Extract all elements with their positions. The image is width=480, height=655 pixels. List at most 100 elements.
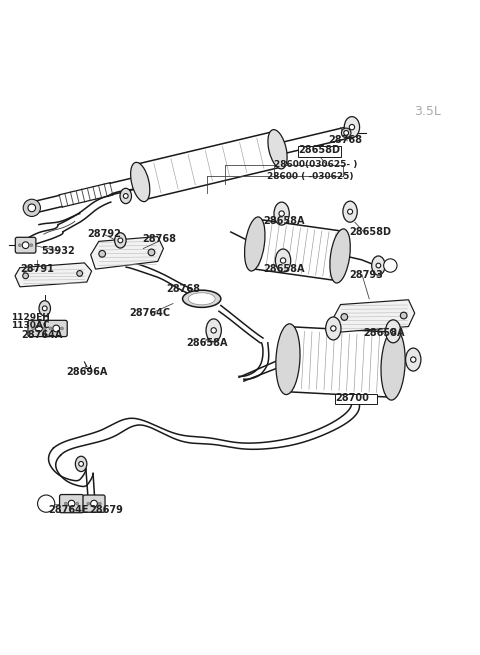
Circle shape (76, 502, 79, 505)
Circle shape (23, 273, 28, 278)
Circle shape (390, 329, 396, 334)
Text: A: A (387, 261, 393, 270)
Ellipse shape (276, 249, 291, 272)
Text: A: A (43, 499, 49, 508)
Ellipse shape (381, 329, 405, 400)
Circle shape (384, 259, 397, 272)
Circle shape (53, 325, 60, 332)
Polygon shape (286, 327, 395, 397)
Text: 28658A: 28658A (186, 338, 228, 348)
Circle shape (118, 238, 123, 243)
Ellipse shape (75, 457, 87, 472)
Text: 3.5L: 3.5L (414, 105, 441, 118)
Text: 53932: 53932 (41, 246, 75, 256)
Circle shape (331, 326, 336, 331)
Ellipse shape (131, 162, 150, 202)
Text: 1129EH: 1129EH (11, 314, 50, 322)
Ellipse shape (274, 202, 289, 225)
Text: 28700: 28700 (335, 394, 369, 403)
Circle shape (64, 502, 67, 505)
Circle shape (87, 502, 90, 505)
Circle shape (79, 462, 84, 466)
Ellipse shape (120, 189, 132, 204)
Circle shape (68, 500, 75, 507)
Circle shape (410, 357, 416, 362)
Text: 28658D: 28658D (299, 145, 340, 155)
Polygon shape (137, 132, 280, 199)
Polygon shape (15, 263, 92, 287)
Circle shape (376, 263, 381, 268)
Polygon shape (252, 219, 344, 280)
FancyBboxPatch shape (15, 237, 36, 253)
Ellipse shape (385, 320, 401, 343)
Circle shape (37, 495, 55, 512)
Circle shape (344, 130, 348, 136)
Circle shape (60, 327, 63, 330)
Circle shape (279, 211, 284, 216)
Ellipse shape (39, 301, 50, 316)
Circle shape (28, 204, 36, 212)
Circle shape (23, 199, 40, 216)
FancyBboxPatch shape (83, 495, 105, 512)
Text: 28791: 28791 (20, 264, 54, 274)
Ellipse shape (245, 217, 265, 271)
Circle shape (42, 306, 47, 310)
Circle shape (349, 124, 355, 130)
Ellipse shape (344, 117, 360, 138)
Circle shape (211, 328, 216, 333)
FancyBboxPatch shape (28, 320, 50, 337)
Text: 28658A: 28658A (263, 264, 304, 274)
Ellipse shape (206, 319, 221, 342)
Circle shape (99, 250, 106, 257)
Ellipse shape (115, 233, 126, 248)
Bar (299, 145, 341, 157)
Circle shape (148, 249, 155, 255)
Bar (335, 394, 377, 404)
Text: 28600 ( -030625): 28600 ( -030625) (267, 172, 353, 181)
Circle shape (280, 258, 286, 263)
Ellipse shape (188, 293, 215, 305)
Circle shape (98, 502, 101, 505)
Circle shape (30, 244, 33, 247)
Text: 28768: 28768 (166, 284, 200, 294)
Ellipse shape (276, 324, 300, 394)
Circle shape (348, 209, 353, 214)
Text: 28679: 28679 (89, 505, 123, 515)
Circle shape (91, 500, 97, 507)
Circle shape (341, 314, 348, 320)
Text: 28658D: 28658D (349, 227, 391, 236)
Circle shape (32, 327, 35, 330)
Circle shape (400, 312, 407, 319)
Text: 28658A: 28658A (263, 216, 304, 226)
Circle shape (49, 327, 52, 330)
Text: 1130AC: 1130AC (11, 320, 50, 329)
Text: 28793: 28793 (349, 270, 383, 280)
FancyBboxPatch shape (60, 495, 84, 513)
Circle shape (22, 242, 29, 248)
Ellipse shape (372, 256, 385, 275)
Polygon shape (333, 300, 415, 332)
Circle shape (43, 327, 46, 330)
Text: 28768: 28768 (328, 135, 362, 145)
Text: 28764A: 28764A (21, 329, 62, 340)
Text: 28658A: 28658A (363, 328, 405, 338)
Ellipse shape (406, 348, 421, 371)
FancyBboxPatch shape (45, 320, 67, 337)
Text: 28764E: 28764E (48, 505, 89, 515)
Text: 28600(030625- ): 28600(030625- ) (275, 160, 358, 169)
Ellipse shape (343, 201, 357, 222)
Polygon shape (91, 236, 163, 269)
Circle shape (77, 271, 83, 276)
Circle shape (123, 194, 128, 198)
Ellipse shape (182, 290, 221, 307)
Text: 28768: 28768 (142, 234, 176, 244)
Circle shape (36, 325, 42, 332)
Ellipse shape (268, 130, 287, 169)
Text: 28696A: 28696A (67, 367, 108, 377)
Circle shape (18, 244, 21, 247)
Ellipse shape (325, 317, 341, 340)
Text: 28764C: 28764C (129, 308, 170, 318)
Ellipse shape (330, 229, 350, 283)
Text: 28792: 28792 (87, 229, 120, 239)
Circle shape (341, 128, 351, 138)
